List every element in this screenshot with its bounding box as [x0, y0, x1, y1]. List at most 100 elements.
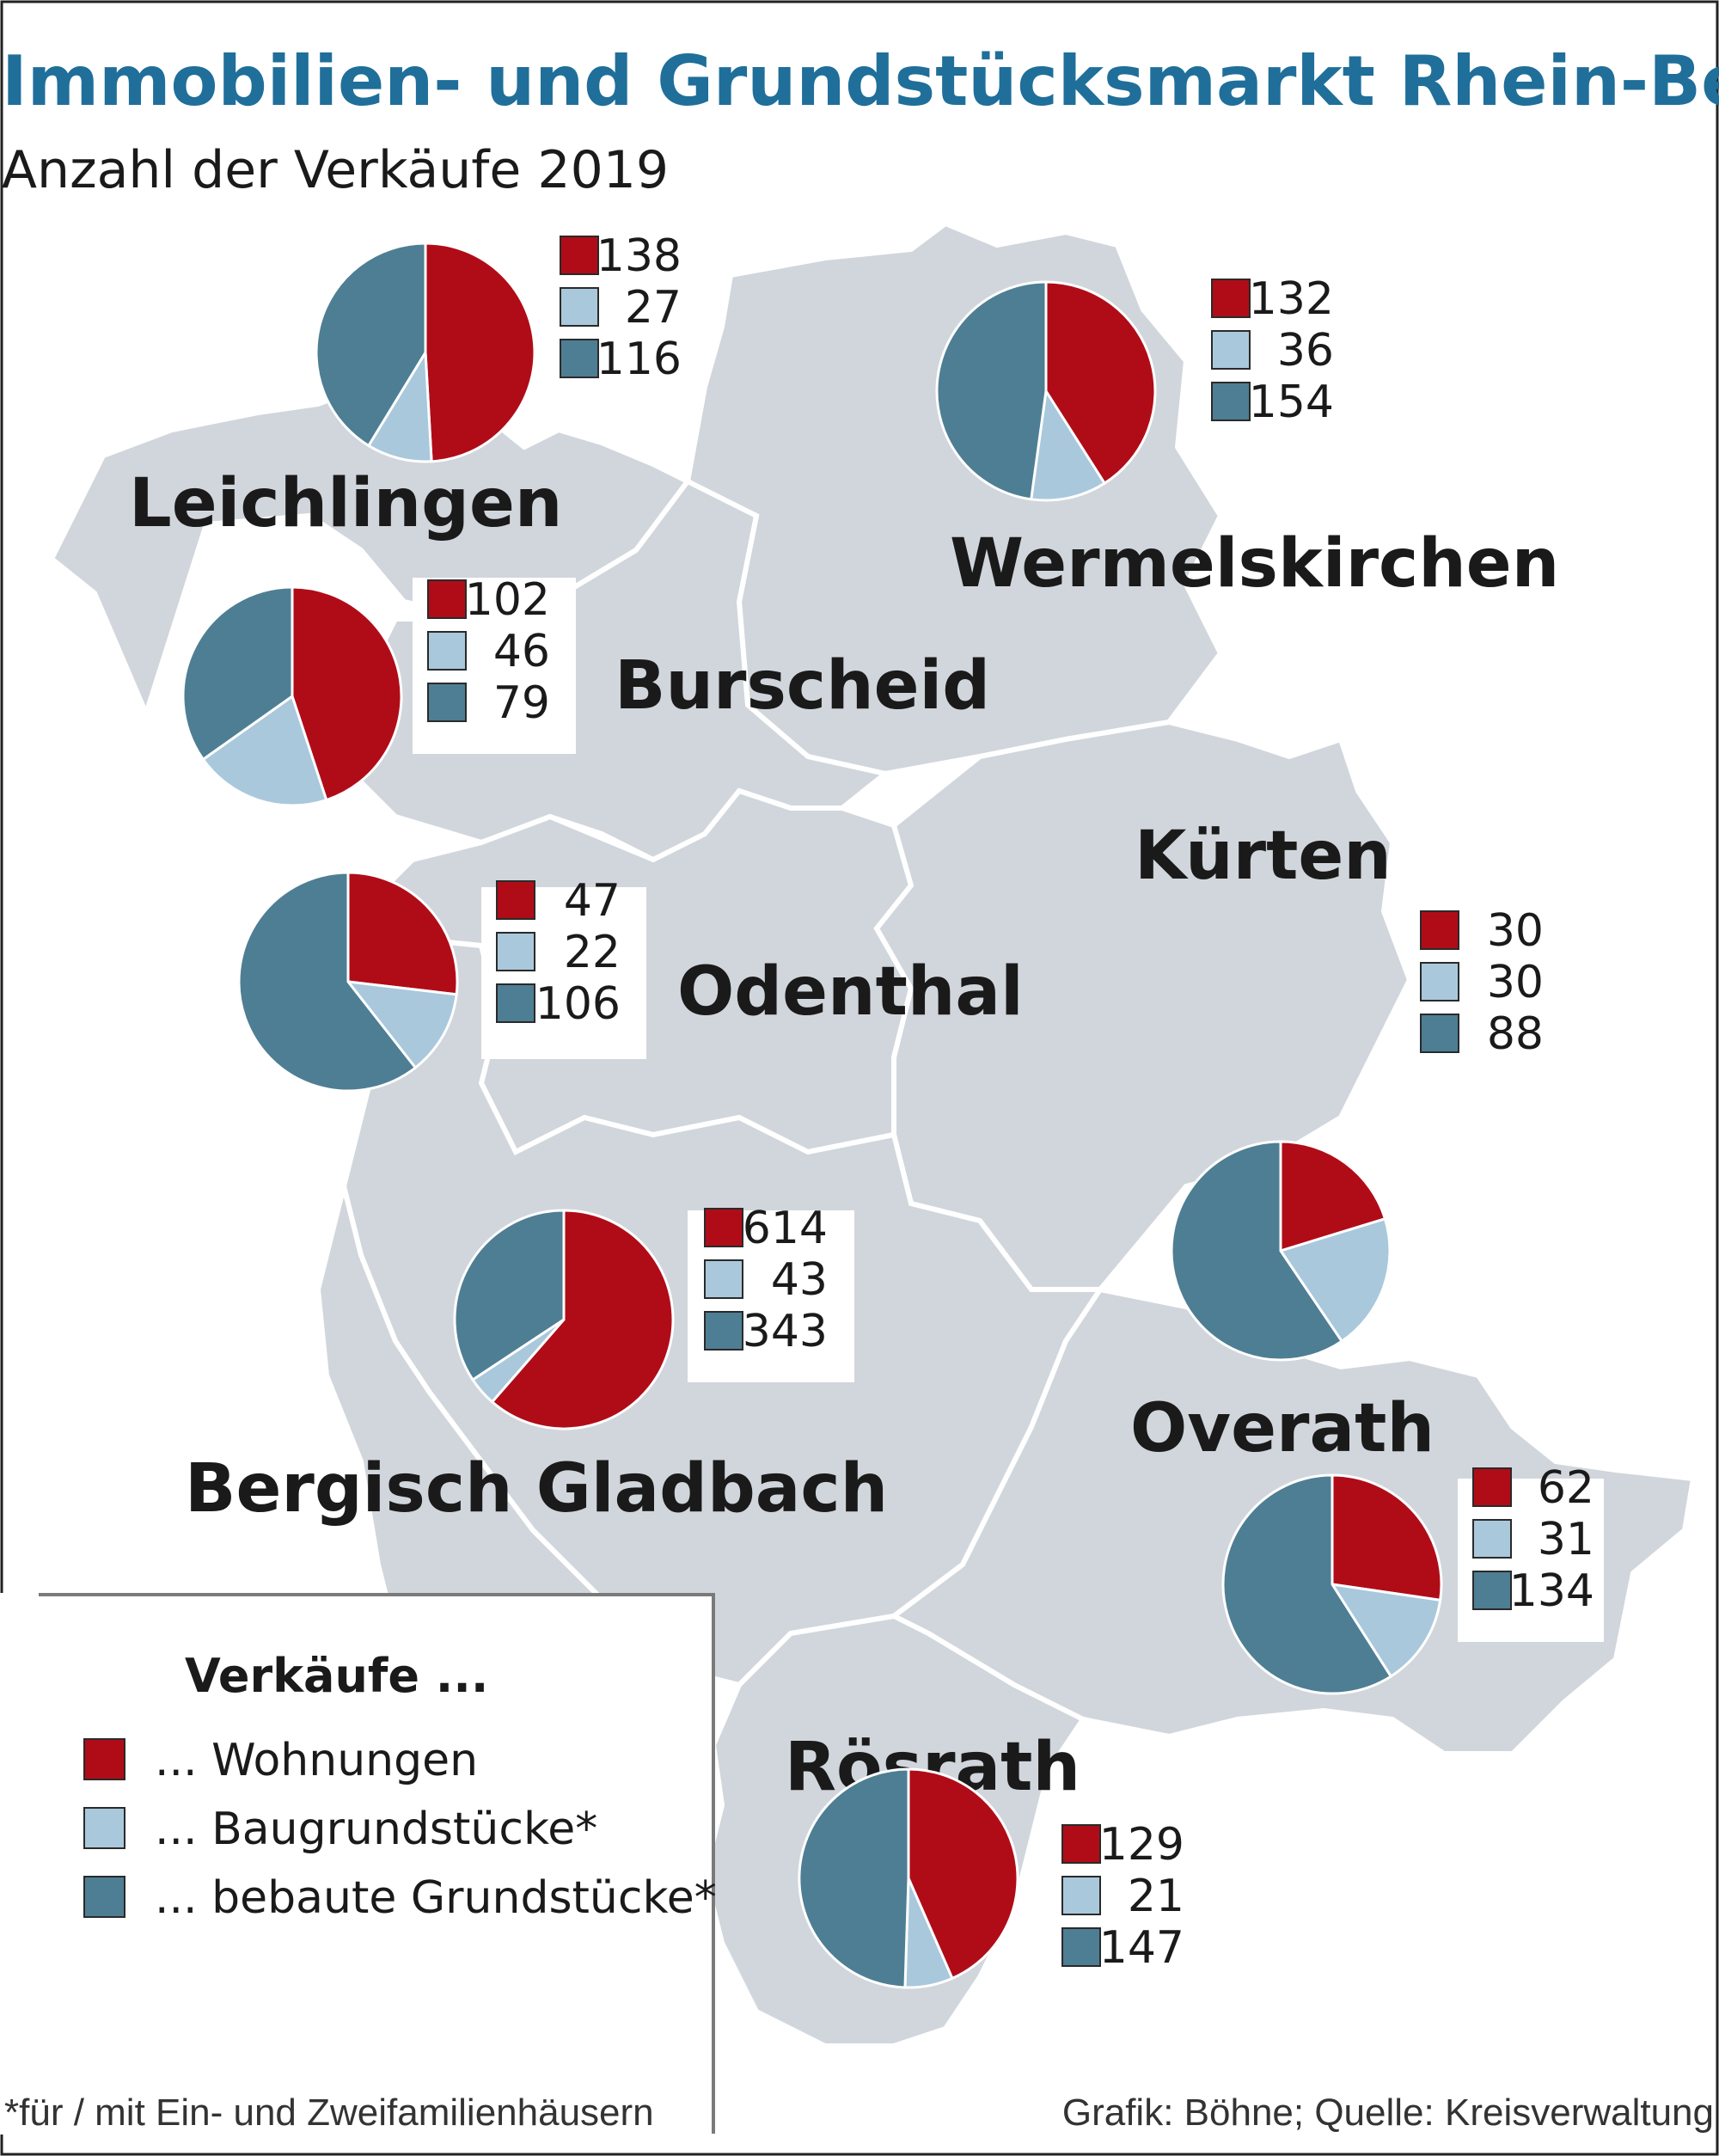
pie-1-swatch-baugrundstuecke	[427, 631, 467, 671]
legend: Verkäufe ... ... Wohnungen ... Baugrunds…	[0, 1593, 717, 2135]
pie-1-swatch-bebaute	[427, 683, 467, 722]
pie-0-swatch-baugrundstuecke	[560, 287, 599, 327]
pie-4-value-bebaute: 343	[743, 1306, 828, 1357]
pie-4-swatch-baugrundstuecke	[704, 1259, 743, 1299]
pie-6-swatch-wohnungen	[1472, 1467, 1512, 1507]
legend-item-baugrundstuecke: ... Baugrundstücke*	[155, 1804, 597, 1855]
pie-5-value-wohnungen: 30	[1487, 905, 1544, 957]
pie-4-slice-wohnungen	[490, 1209, 675, 1430]
region-label-7: Overath	[1130, 1390, 1435, 1467]
pie-3-swatch-baugrundstuecke	[496, 932, 535, 971]
pie-6-slice-baugrundstuecke	[1329, 1583, 1442, 1679]
region-label-3: Burscheid	[615, 647, 990, 725]
chart-title: Immobilien- und Grundstücksmarkt Rhein-B…	[2, 41, 1719, 121]
pie-5-slice-wohnungen	[1279, 1140, 1387, 1253]
pie-2-swatch-bebaute	[1211, 382, 1251, 421]
pie-1-value-bebaute: 79	[493, 677, 550, 729]
pie-6-value-wohnungen: 62	[1538, 1462, 1594, 1514]
pie-3-swatch-wohnungen	[496, 880, 535, 920]
pie-3-value-baugrundstuecke: 22	[564, 927, 621, 978]
pie-1-slice-baugrundstuecke	[201, 694, 328, 807]
legend-swatch-baugrundstuecke	[83, 1807, 125, 1849]
pie-3-value-bebaute: 106	[535, 978, 621, 1030]
region-label-6: Bergisch Gladbach	[185, 1450, 888, 1528]
pie-4-swatch-bebaute	[704, 1311, 743, 1351]
pie-1-slice-wohnungen	[291, 585, 403, 802]
pie-5-swatch-wohnungen	[1420, 910, 1459, 950]
pie-6-swatch-bebaute	[1472, 1571, 1512, 1610]
pie-0-swatch-wohnungen	[560, 236, 599, 275]
pie-4-value-wohnungen: 614	[743, 1203, 828, 1254]
pie-6-swatch-baugrundstuecke	[1472, 1519, 1512, 1559]
pie-7-value-wohnungen: 129	[1099, 1819, 1184, 1871]
pie-6-value-bebaute: 134	[1509, 1565, 1594, 1617]
pie-0-slice-bebaute	[315, 242, 427, 448]
pie-5-swatch-bebaute	[1420, 1014, 1459, 1053]
pie-1-swatch-wohnungen	[427, 579, 467, 619]
pie-0-value-baugrundstuecke: 27	[625, 282, 682, 334]
pie-7-slice-wohnungen	[907, 1767, 1019, 1981]
pie-7-value-baugrundstuecke: 21	[1128, 1871, 1184, 1922]
pie-2-slice-baugrundstuecke	[1030, 387, 1107, 502]
pie-3-slice-wohnungen	[346, 871, 459, 996]
pie-0-value-bebaute: 116	[596, 334, 682, 385]
legend-item-bebaute: ... bebaute Grundstücke*	[155, 1872, 717, 1924]
pie-1-value-baugrundstuecke: 46	[493, 626, 550, 677]
legend-swatch-wohnungen	[83, 1738, 125, 1780]
pie-0-value-wohnungen: 138	[596, 230, 682, 282]
chart-subtitle: Anzahl der Verkäufe 2019	[2, 140, 669, 200]
pie-2-value-wohnungen: 132	[1249, 273, 1334, 325]
pie-7-swatch-bebaute	[1061, 1927, 1101, 1967]
pie-7-slice-bebaute	[798, 1767, 910, 1989]
legend-border	[39, 1593, 715, 2134]
pie-2-swatch-baugrundstuecke	[1211, 330, 1251, 370]
pie-1-slice-bebaute	[181, 585, 294, 762]
pie-3-slice-bebaute	[237, 871, 418, 1093]
pie-3-value-wohnungen: 47	[564, 875, 621, 927]
pie-4-swatch-wohnungen	[704, 1208, 743, 1247]
source-credit: Grafik: Böhne; Quelle: Kreisverwaltung	[1062, 2092, 1714, 2134]
legend-title: Verkäufe ...	[185, 1649, 488, 1703]
pie-4-value-baugrundstuecke: 43	[771, 1254, 828, 1306]
pie-5-swatch-baugrundstuecke	[1420, 962, 1459, 1001]
pie-5-slice-baugrundstuecke	[1278, 1216, 1392, 1344]
pie-7-swatch-baugrundstuecke	[1061, 1876, 1101, 1915]
footnote: *für / mit Ein- und Zweifamilienhäusern	[4, 2092, 654, 2134]
pie-6-value-baugrundstuecke: 31	[1538, 1514, 1594, 1565]
pie-6-slice-bebaute	[1221, 1473, 1393, 1695]
pie-2-slice-bebaute	[935, 280, 1048, 501]
pie-3-swatch-bebaute	[496, 983, 535, 1023]
pie-0-slice-wohnungen	[424, 242, 536, 463]
pie-6-slice-wohnungen	[1331, 1473, 1443, 1602]
pie-5-slice-bebaute	[1170, 1140, 1344, 1362]
pie-0-swatch-bebaute	[560, 339, 599, 378]
pie-1-value-wohnungen: 102	[465, 574, 550, 626]
value-label-boxes	[413, 578, 1604, 1642]
pie-7-swatch-wohnungen	[1061, 1824, 1101, 1864]
pie-2-swatch-wohnungen	[1211, 279, 1251, 318]
legend-swatch-bebaute	[83, 1876, 125, 1918]
pie-5-value-baugrundstuecke: 30	[1487, 957, 1544, 1008]
pie-2-value-bebaute: 154	[1249, 377, 1334, 428]
legend-item-wohnungen: ... Wohnungen	[155, 1735, 478, 1786]
legend-background	[0, 1593, 713, 2135]
region-label-2: Wermelskirchen	[950, 525, 1559, 603]
pie-4-slice-bebaute	[453, 1209, 566, 1382]
pie-5-value-bebaute: 88	[1487, 1008, 1544, 1060]
region-label-4: Odenthal	[677, 953, 1024, 1031]
region-label-1: Leichlingen	[129, 465, 562, 542]
pie-3-slice-baugrundstuecke	[345, 980, 458, 1070]
region-label-5: Kürten	[1135, 818, 1392, 895]
